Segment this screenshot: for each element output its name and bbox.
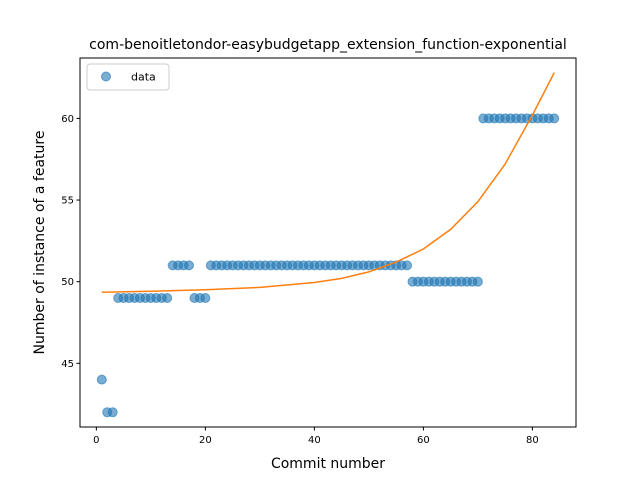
x-axis: 0 20 40 60 80 — [93, 427, 539, 446]
y-tick-label: 45 — [61, 359, 74, 370]
data-point — [162, 293, 173, 304]
legend-marker-data — [101, 71, 111, 82]
plot-area — [96, 72, 560, 418]
x-tick-label: 0 — [93, 435, 99, 446]
data-point — [96, 374, 107, 385]
data-point — [200, 293, 211, 304]
y-axis: 45 50 55 60 — [61, 114, 80, 370]
y-tick-label: 50 — [61, 277, 74, 288]
x-tick-label: 80 — [526, 435, 539, 446]
y-tick-label: 55 — [61, 196, 74, 207]
chart-title: com-benoitletondor-easybudgetapp_extensi… — [89, 37, 567, 53]
legend-box — [86, 63, 170, 91]
x-axis-label: Commit number — [271, 456, 385, 472]
fit-line — [101, 72, 555, 294]
x-tick-label: 20 — [199, 435, 212, 446]
legend-label-data: data — [131, 71, 156, 84]
data-point — [549, 113, 560, 124]
axes-frame — [79, 57, 577, 428]
data-point — [472, 276, 483, 287]
data-point — [402, 260, 413, 271]
x-tick-label: 40 — [308, 435, 321, 446]
data-point — [184, 260, 195, 271]
y-axis-label: Number of instance of a feature — [32, 131, 48, 355]
x-tick-label: 60 — [417, 435, 430, 446]
y-tick-label: 60 — [61, 114, 74, 125]
data-point — [107, 407, 118, 418]
legend: data — [86, 63, 170, 91]
